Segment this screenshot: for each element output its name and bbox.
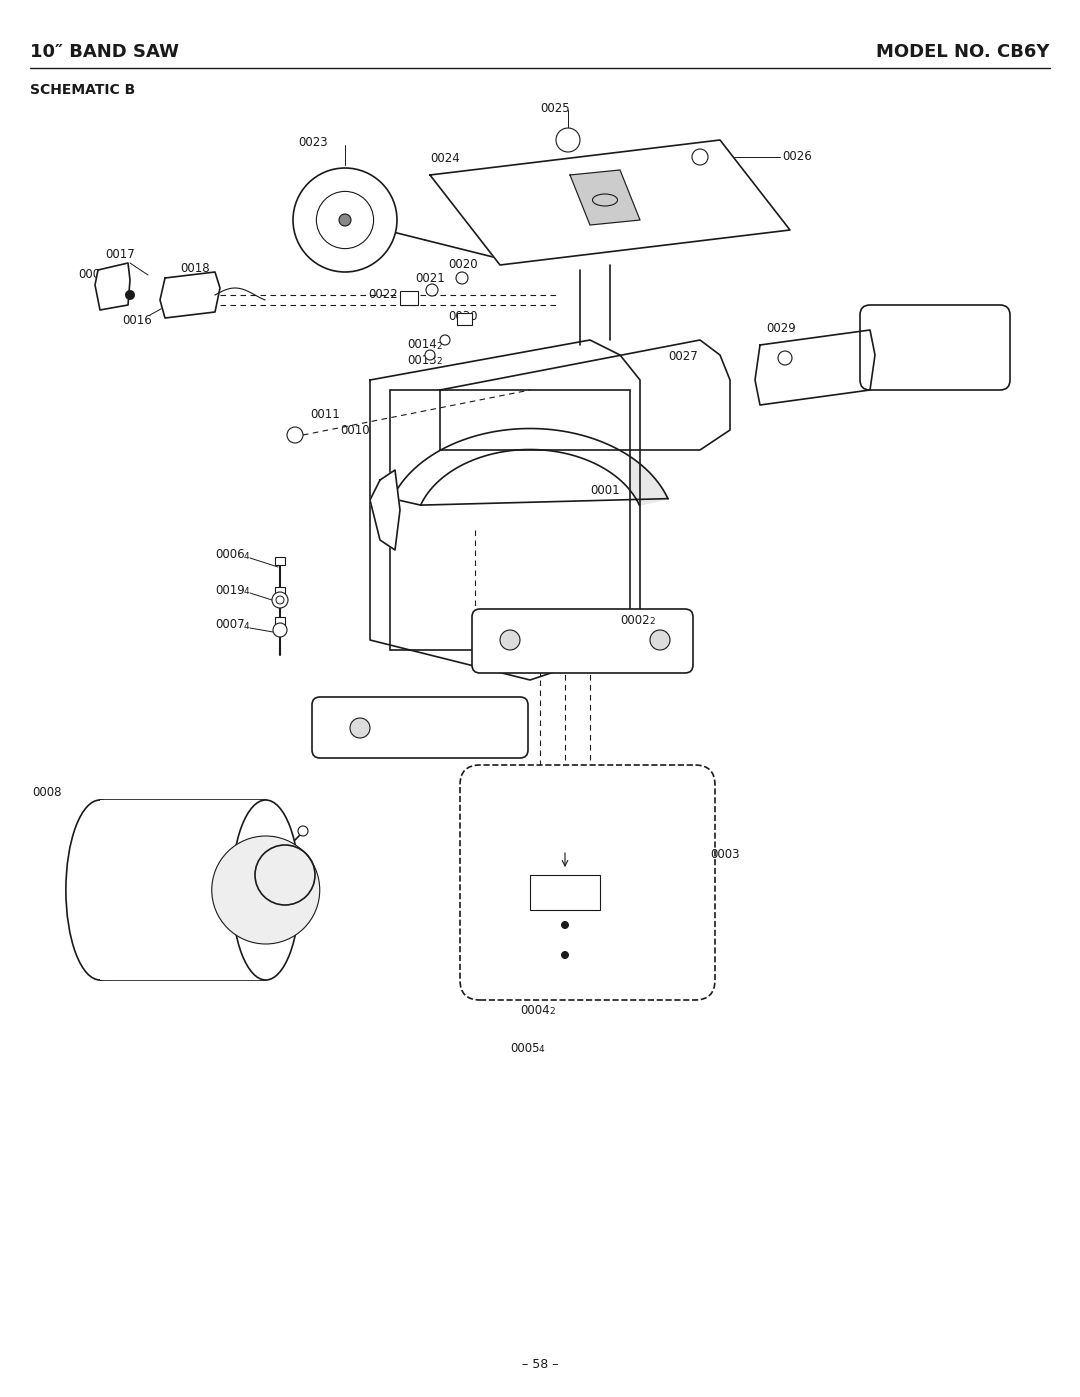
Text: SCHEMATIC B: SCHEMATIC B [30, 82, 135, 96]
Polygon shape [95, 263, 130, 310]
Text: 0005: 0005 [78, 268, 108, 282]
Ellipse shape [231, 800, 300, 981]
FancyBboxPatch shape [860, 305, 1010, 390]
Text: 0005: 0005 [510, 1042, 540, 1055]
Circle shape [650, 630, 670, 650]
Text: 4: 4 [539, 1045, 544, 1053]
Text: 0008: 0008 [32, 787, 62, 799]
Bar [275, 557, 285, 564]
Text: 0016: 0016 [122, 313, 152, 327]
Circle shape [440, 335, 450, 345]
Text: 0018: 0018 [180, 261, 210, 274]
Bar [390, 390, 630, 650]
Text: 4: 4 [244, 552, 249, 562]
Bar [100, 800, 266, 981]
Text: 0022: 0022 [368, 289, 397, 302]
Circle shape [316, 191, 374, 249]
Text: 0021: 0021 [415, 271, 445, 285]
Bar [275, 587, 285, 595]
FancyBboxPatch shape [472, 609, 693, 673]
Polygon shape [430, 140, 789, 265]
Text: 0004: 0004 [519, 1003, 550, 1017]
Text: 4: 4 [244, 622, 249, 631]
Bar [457, 313, 472, 326]
Polygon shape [370, 339, 640, 680]
Circle shape [561, 921, 569, 929]
Polygon shape [570, 170, 640, 225]
Circle shape [350, 718, 370, 738]
Text: 0014: 0014 [407, 338, 436, 352]
Text: 4: 4 [244, 587, 249, 597]
Text: 0028: 0028 [888, 372, 918, 384]
Text: 0023: 0023 [298, 137, 327, 149]
Text: 0025: 0025 [540, 102, 569, 115]
Circle shape [125, 291, 135, 300]
Bar [275, 617, 285, 624]
Circle shape [426, 284, 438, 296]
Text: 2: 2 [549, 1007, 555, 1016]
Polygon shape [160, 272, 220, 319]
Text: 2: 2 [649, 617, 654, 626]
Circle shape [293, 168, 397, 272]
Text: 0010: 0010 [340, 423, 369, 436]
Circle shape [456, 272, 468, 284]
Circle shape [273, 623, 287, 637]
Circle shape [276, 597, 284, 604]
Circle shape [426, 351, 435, 360]
Text: 0024: 0024 [430, 151, 460, 165]
Circle shape [556, 129, 580, 152]
Circle shape [778, 351, 792, 365]
Text: – 58 –: – 58 – [522, 1358, 558, 1372]
Text: 0019: 0019 [215, 584, 245, 597]
Ellipse shape [66, 800, 134, 981]
Text: 0020: 0020 [448, 258, 477, 271]
Polygon shape [755, 330, 875, 405]
Text: 0006: 0006 [215, 549, 245, 562]
Text: 10″ BAND SAW: 10″ BAND SAW [30, 43, 179, 61]
Polygon shape [370, 469, 400, 550]
Bar [400, 291, 418, 305]
Text: 0017: 0017 [105, 249, 135, 261]
Text: 0027: 0027 [669, 349, 698, 362]
Text: MODEL NO. CB6Y: MODEL NO. CB6Y [877, 43, 1050, 61]
FancyBboxPatch shape [312, 697, 528, 759]
Circle shape [339, 214, 351, 226]
Text: 0013: 0013 [407, 353, 436, 366]
Text: 0002: 0002 [620, 613, 650, 626]
Text: 0030: 0030 [448, 310, 477, 323]
Ellipse shape [593, 194, 618, 205]
Polygon shape [392, 429, 667, 506]
Circle shape [287, 427, 303, 443]
Text: 2: 2 [436, 342, 442, 351]
Text: 0007: 0007 [215, 619, 245, 631]
Text: 0001: 0001 [590, 483, 620, 496]
Circle shape [692, 149, 708, 165]
Circle shape [272, 592, 288, 608]
Text: 0026: 0026 [782, 151, 812, 163]
FancyBboxPatch shape [460, 766, 715, 1000]
Text: 0029: 0029 [766, 321, 796, 334]
Bar [530, 875, 600, 909]
Text: 2: 2 [436, 358, 442, 366]
Circle shape [298, 826, 308, 835]
Circle shape [212, 835, 320, 944]
Text: 0011: 0011 [310, 408, 340, 422]
Polygon shape [440, 339, 730, 450]
Circle shape [500, 630, 519, 650]
Text: 0003: 0003 [710, 848, 740, 862]
Circle shape [561, 951, 569, 958]
